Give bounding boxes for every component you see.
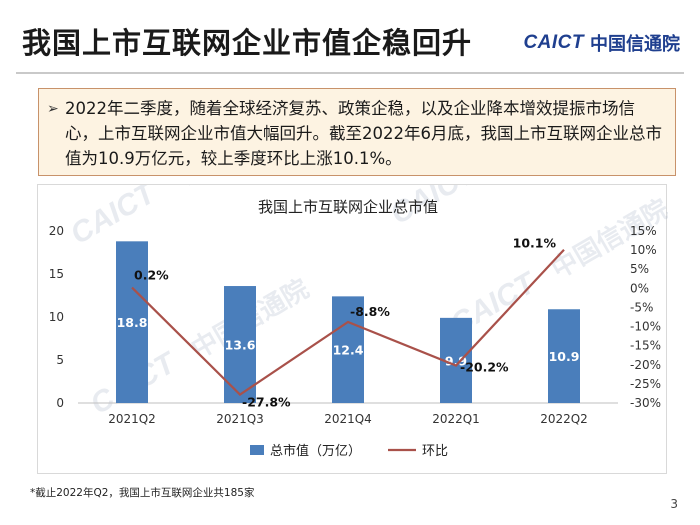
y-right-tick-label: -25% [630,377,661,391]
bar [548,309,580,403]
y-left-tick-label: 0 [56,396,64,410]
x-tick-label: 2021Q3 [216,412,264,426]
x-tick-label: 2022Q2 [540,412,588,426]
y-left-tick-label: 15 [49,267,64,281]
y-right-tick-label: -20% [630,358,661,372]
y-right-tick-label: 15% [630,224,657,238]
page-number: 3 [670,497,678,511]
y-right-tick-label: -5% [630,300,653,314]
bar-value-label: 18.8 [117,315,148,330]
y-right-tick-label: 5% [630,262,649,276]
bar-value-label: 9.9 [445,353,467,368]
legend-bar-label: 总市值（万亿） [270,443,361,459]
x-tick-label: 2021Q4 [324,412,372,426]
y-left-tick-label: 10 [49,310,64,324]
series-line [131,248,565,397]
y-left-tick-label: 20 [49,224,64,238]
bar [116,241,148,403]
bar-value-label: 12.4 [333,343,364,358]
y-right-tick-label: -15% [630,339,661,353]
callout-box: ➢ 2022年二季度，随着全球经济复苏、政策企稳，以及企业降本增效提振市场信心，… [38,88,676,176]
watermark-text: 中国信通院 [546,193,668,285]
logo: CAICT 中国信通院 [523,30,680,56]
bar-value-label: 10.9 [549,349,580,364]
y-right-tick-label: -10% [630,320,661,334]
y-left-tick-label: 5 [56,353,64,367]
line-value-label: -20.2% [460,360,509,375]
x-tick-label: 2021Q2 [108,412,156,426]
bar-value-label: 13.6 [225,338,256,353]
y-right-tick-label: 10% [630,243,657,257]
legend-bar-swatch [250,445,264,455]
chart-title: 我国上市互联网企业总市值 [258,198,438,216]
legend-line-label: 环比 [422,444,448,459]
page-title: 我国上市互联网企业市值企稳回升 [22,26,473,60]
callout-text: 2022年二季度，随着全球经济复苏、政策企稳，以及企业降本增效提振市场信心，上市… [65,99,662,168]
y-right-tick-label: -30% [630,396,661,410]
combo-chart: CAICT中国信通院CAICT中国信通院CAICT中国信通院CAICT中国信通院… [49,185,668,459]
line-value-label: -8.8% [350,304,390,319]
watermark-mark: CAICT [65,185,163,251]
title-divider [16,72,684,74]
logo-mark: CAICT [523,32,584,53]
x-tick-label: 2022Q1 [432,412,480,426]
line-value-label: 10.1% [513,236,557,251]
logo-text: 中国信通院 [590,34,680,55]
bar [332,296,364,403]
watermark-text: 中国信通院 [166,185,294,195]
chart-container: CAICT中国信通院CAICT中国信通院CAICT中国信通院CAICT中国信通院… [37,184,668,474]
y-right-tick-label: 0% [630,281,649,295]
arrow-bullet-icon: ➢ [47,101,59,117]
line-value-label: 0.2% [134,268,169,283]
line-value-label: -27.8% [242,395,291,410]
footnote: *截止2022年Q2，我国上市互联网企业共185家 [30,487,255,499]
